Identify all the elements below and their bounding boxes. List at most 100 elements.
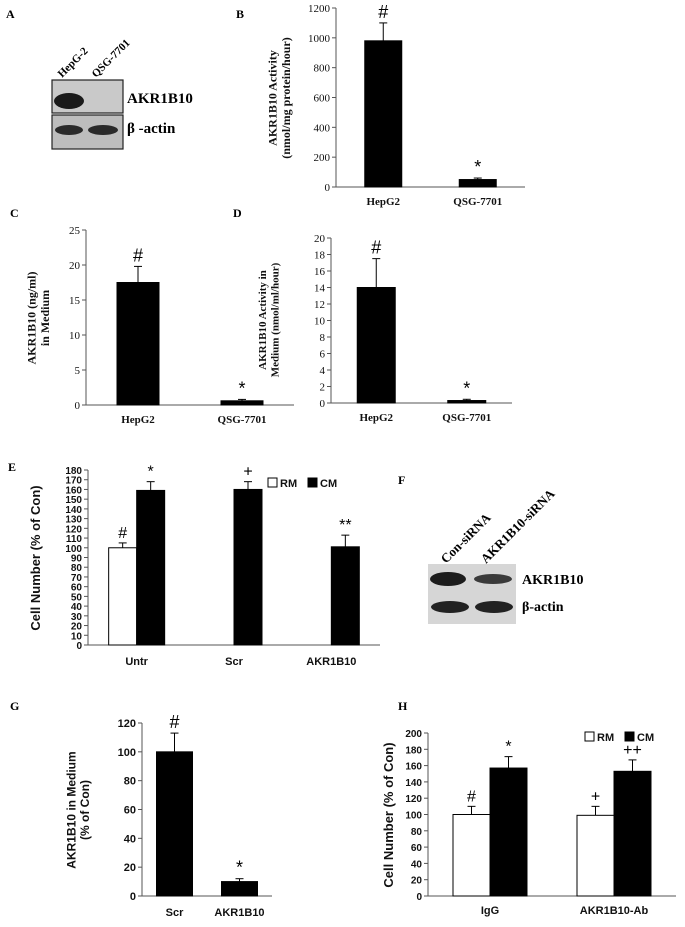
legend-swatch [307, 477, 318, 488]
series-rm-annotation: # [467, 788, 476, 805]
y-tick-label: 1000 [308, 33, 331, 45]
x-tick-label: QSG-7701 [442, 412, 491, 424]
y-tick-label: 90 [71, 554, 83, 565]
series-rm-annotation: # [118, 525, 127, 542]
panel-b-letter: B [236, 7, 244, 21]
chart-e: 0102030405060708090100110120130140150160… [28, 464, 380, 668]
legend-label: RM [597, 732, 614, 744]
blot-a-band-actin-2 [88, 125, 118, 135]
legend-label: CM [320, 478, 337, 490]
series-rm-bar [452, 814, 491, 897]
blot-f-band-akr-1 [430, 572, 466, 586]
y-axis-label-line: (% of Con) [78, 780, 92, 840]
y-tick-label: 0 [416, 892, 422, 903]
panel-d-letter: D [233, 206, 242, 220]
y-tick-label: 180 [405, 745, 422, 756]
y-axis-label: AKR1B10 Activity inMedium (nmol/ml/hour) [257, 262, 282, 377]
x-tick-label: HepG2 [121, 414, 155, 426]
y-tick-label: 170 [65, 476, 82, 487]
blot-a-band-label-2: β -actin [127, 121, 176, 137]
panel-f: F Con-siRNA AKR1B10-siRNA AKR1B10 β-acti… [398, 473, 583, 624]
y-axis-label: Cell Number (% of Con) [28, 485, 43, 630]
y-tick-label: 0 [130, 891, 136, 903]
series-cm-annotation: ++ [623, 742, 642, 759]
y-tick-label: 4 [320, 365, 326, 377]
series-cm-bar [613, 770, 652, 897]
blot-f-lane-2: AKR1B10-siRNA [478, 486, 558, 566]
y-tick-label: 70 [71, 573, 83, 584]
x-tick-label: Scr [225, 656, 243, 668]
y-axis-label-line: Medium (nmol/ml/hour) [270, 262, 282, 377]
panel-f-letter: F [398, 473, 405, 487]
x-tick-label: Untr [125, 656, 148, 668]
data-bar [447, 400, 487, 404]
y-tick-label: 80 [71, 563, 83, 574]
y-tick-label: 12 [314, 299, 325, 311]
y-axis-label: AKR1B10 Activity(nmol/mg protein/hour) [265, 37, 293, 158]
y-tick-label: 120 [65, 524, 82, 535]
y-axis-label-line: AKR1B10 (ng/ml) [24, 271, 38, 364]
series-rm-annotation: + [591, 788, 600, 805]
legend-swatch [267, 477, 278, 488]
y-tick-label: 60 [124, 805, 136, 817]
data-annotation: * [463, 378, 470, 398]
series-cm-annotation: ** [339, 517, 351, 534]
y-tick-label: 180 [65, 466, 82, 477]
y-tick-label: 20 [411, 876, 423, 887]
series-cm-bar [330, 546, 360, 646]
x-tick-label: HepG2 [359, 412, 393, 424]
series-cm-bar [136, 489, 166, 646]
blot-f-band-label-1: AKR1B10 [522, 573, 583, 588]
legend-label: CM [637, 732, 654, 744]
y-tick-label: 40 [124, 833, 136, 845]
y-tick-label: 200 [314, 152, 331, 164]
y-tick-label: 20 [124, 862, 136, 874]
blot-f-band-label-2: β-actin [522, 600, 564, 615]
legend-label: RM [280, 478, 297, 490]
y-tick-label: 400 [314, 122, 331, 134]
chart-g: 0 20 40 60 80 100 120 AKR1B10 in Medium(% of Co… [64, 712, 272, 919]
blot-a-band-actin-1 [55, 125, 83, 135]
series-cm-annotation: + [243, 464, 252, 481]
y-tick-label: 40 [411, 859, 423, 870]
chart-b: 0 200 400 600 800 1000 1200 AKR1B10 Activity(nm… [265, 2, 525, 208]
x-tick-label: Scr [166, 907, 184, 919]
y-tick-label: 20 [69, 260, 81, 272]
y-tick-label: 0 [320, 398, 326, 410]
x-tick-label: QSG-7701 [218, 414, 267, 426]
x-tick-label: AKR1B10 [214, 907, 264, 919]
y-tick-label: 5 [75, 365, 81, 377]
data-bar [221, 881, 258, 897]
data-bar [364, 40, 403, 188]
blot-a-band-akr [54, 93, 84, 109]
x-tick-label: QSG-7701 [453, 196, 502, 208]
chart-c: 0 5 10 15 20 25 AKR1B10 (ng/ml)in Medium HepG2 #… [24, 225, 294, 426]
y-tick-label: 30 [71, 612, 83, 623]
y-tick-label: 80 [411, 827, 423, 838]
y-tick-label: 10 [314, 316, 326, 328]
y-tick-label: 2 [320, 382, 326, 394]
y-tick-label: 1200 [308, 3, 331, 15]
chart-d: 0 2 4 6 8 10 12 14 16 18 20 AKR1B10 Activity inMedi… [257, 233, 512, 424]
y-tick-label: 8 [320, 332, 326, 344]
data-bar [356, 287, 396, 404]
data-bar [156, 751, 193, 897]
data-annotation: * [238, 378, 245, 398]
y-axis-label: AKR1B10 in Medium(% of Con) [64, 751, 92, 868]
y-tick-label: 40 [71, 602, 83, 613]
y-tick-label: 800 [314, 63, 331, 75]
series-cm-bar [489, 767, 528, 897]
blot-a-lane-1: HepG-2 [56, 45, 91, 80]
y-tick-label: 16 [314, 266, 326, 278]
data-annotation: # [371, 238, 381, 258]
data-annotation: # [378, 2, 388, 22]
y-tick-label: 120 [118, 718, 136, 730]
blot-f-band-actin-1 [431, 601, 469, 613]
data-bar [220, 400, 264, 406]
y-tick-label: 10 [69, 330, 81, 342]
series-cm-annotation: * [148, 464, 154, 481]
y-tick-label: 60 [71, 583, 83, 594]
y-tick-label: 140 [405, 778, 422, 789]
panel-g-letter: G [10, 699, 19, 713]
